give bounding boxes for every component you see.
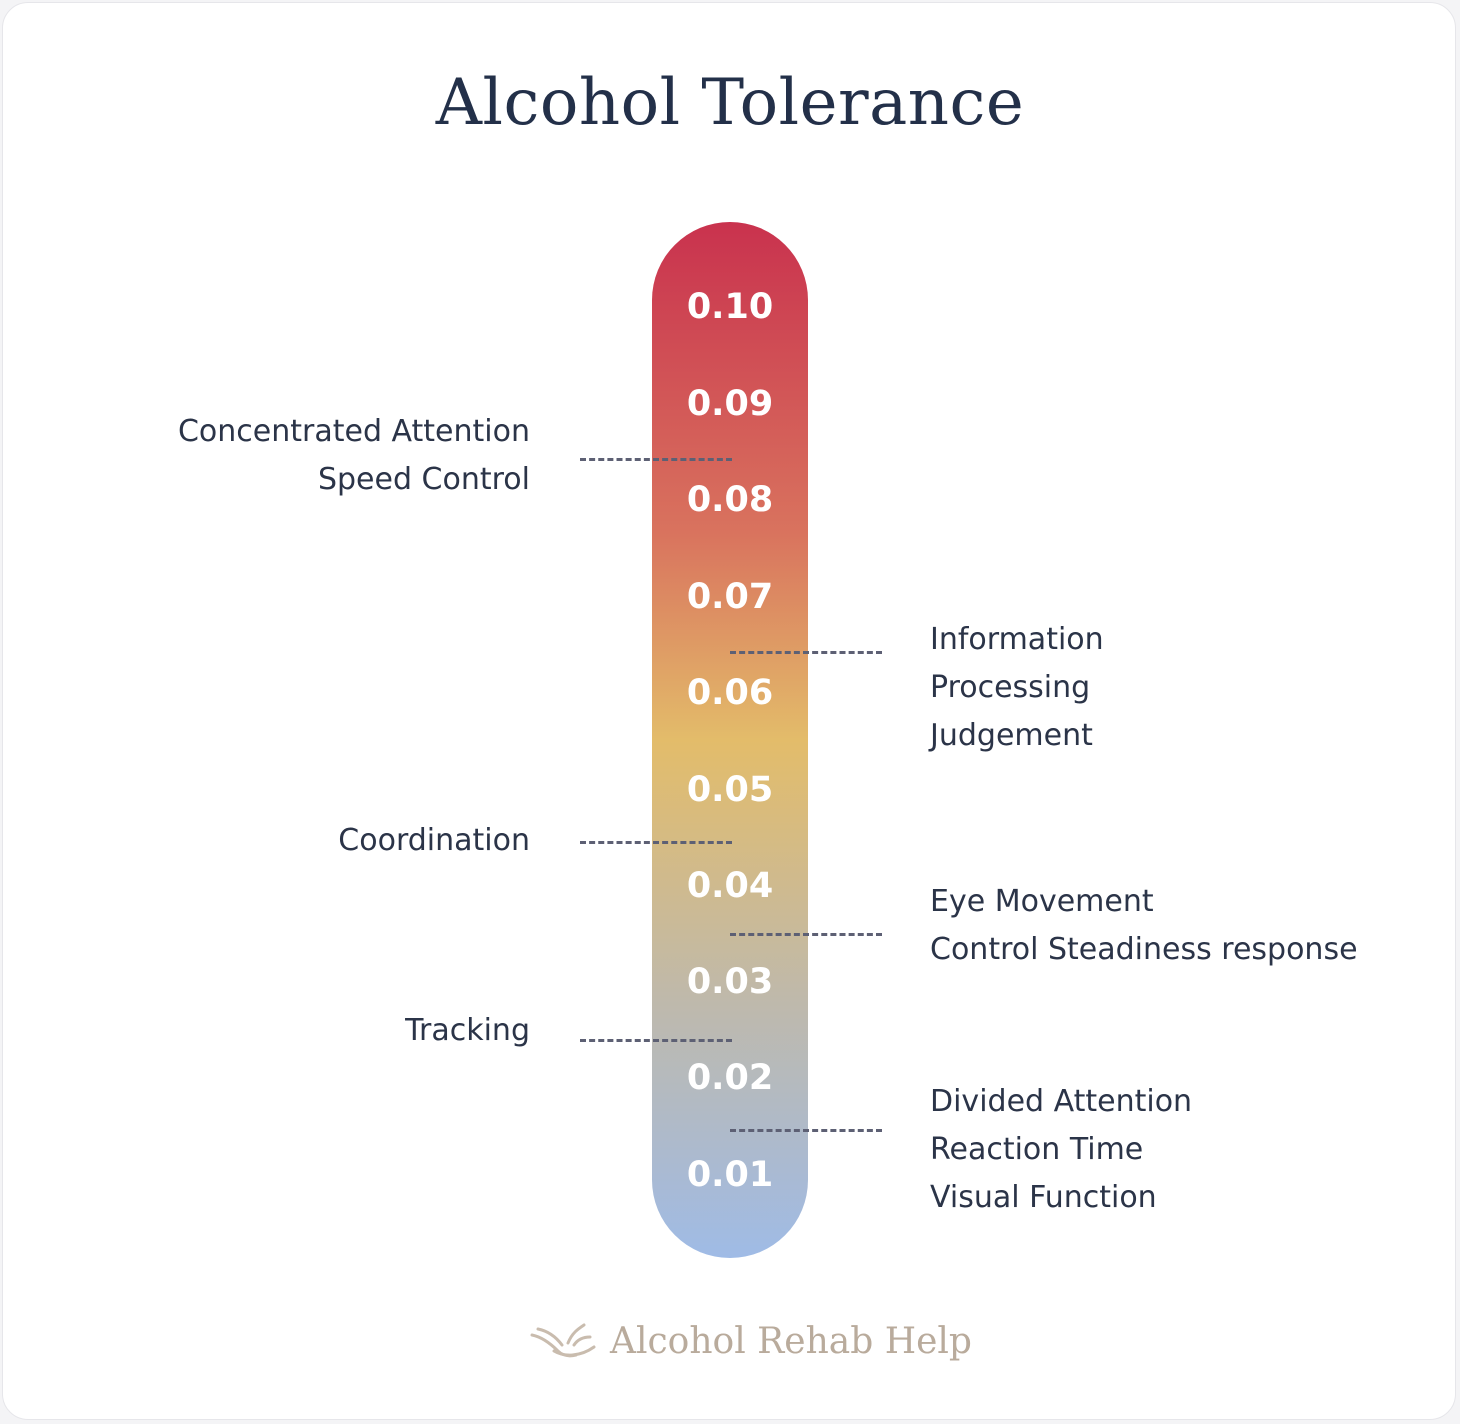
bac-tick-label: 0.08 xyxy=(686,480,774,520)
page-title: Alcohol Tolerance xyxy=(435,66,1025,140)
hands-flame-logo-icon xyxy=(530,1323,596,1358)
impairment-text: Information xyxy=(930,622,1104,657)
left-connector-line xyxy=(580,458,732,461)
bac-tick-label: 0.01 xyxy=(686,1155,774,1195)
impairment-label-left: Tracking xyxy=(405,1007,530,1055)
impairment-text: Judgement xyxy=(930,718,1093,753)
impairment-label-left: Concentrated Attention Speed Control xyxy=(178,408,530,504)
impairment-text: Divided Attention xyxy=(930,1084,1193,1119)
bac-tick-label: 0.06 xyxy=(686,673,774,713)
bac-tick-label: 0.02 xyxy=(686,1058,774,1098)
impairment-text: Eye Movement xyxy=(930,884,1154,919)
brand-logo: Alcohol Rehab Help xyxy=(528,1314,972,1368)
bac-tick-label: 0.05 xyxy=(686,770,774,810)
impairment-text: Coordination xyxy=(338,823,530,858)
left-connector-line xyxy=(580,841,732,844)
impairment-text: Processing xyxy=(930,670,1091,705)
impairment-text: Tracking xyxy=(405,1013,530,1048)
impairment-text: Control Steadiness response xyxy=(930,932,1358,967)
impairment-label-left: Coordination xyxy=(338,817,530,865)
right-connector-line xyxy=(730,933,882,936)
impairment-text: Visual Function xyxy=(930,1180,1157,1215)
bac-thermometer-bar xyxy=(652,222,808,1258)
impairment-label-right: Information Processing Judgement xyxy=(930,616,1104,760)
bac-tick-label: 0.09 xyxy=(686,384,774,424)
brand-name: Alcohol Rehab Help xyxy=(610,1320,972,1362)
impairment-text: Concentrated Attention xyxy=(177,414,530,449)
bac-tick-label: 0.07 xyxy=(686,577,774,617)
right-connector-line xyxy=(730,651,882,654)
impairment-label-right: Divided Attention Reaction Time Visual F… xyxy=(930,1078,1192,1222)
bac-tick-label: 0.10 xyxy=(686,287,774,327)
impairment-text: Reaction Time xyxy=(930,1132,1144,1167)
right-connector-line xyxy=(730,1129,882,1132)
impairment-label-right: Eye Movement Control Steadiness response xyxy=(930,878,1358,974)
bac-tick-label: 0.03 xyxy=(686,962,774,1002)
left-connector-line xyxy=(580,1039,732,1042)
impairment-text: Speed Control xyxy=(317,462,530,497)
bac-tick-label: 0.04 xyxy=(686,866,774,906)
